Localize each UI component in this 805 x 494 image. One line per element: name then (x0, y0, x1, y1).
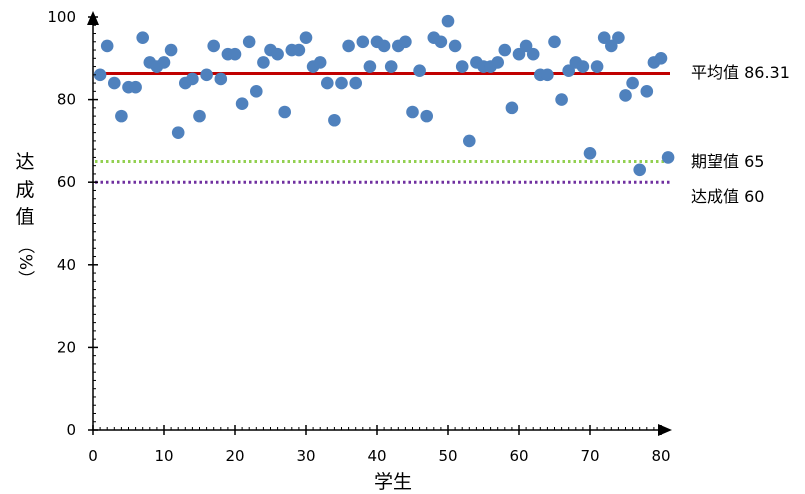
data-point (242, 35, 256, 49)
data-point (136, 31, 149, 44)
data-point (193, 109, 206, 123)
data-point (633, 163, 646, 177)
x-axis-arrow (658, 424, 672, 436)
data-point (619, 89, 632, 102)
data-point (541, 68, 554, 82)
y-tick-label: 20 (57, 338, 76, 356)
x-tick-label: 0 (88, 447, 98, 465)
data-point (576, 60, 590, 73)
y-axis-title-char: （%） (15, 237, 35, 287)
data-point (434, 35, 448, 49)
data-point (626, 76, 639, 90)
x-axis-title: 学生 (374, 471, 412, 493)
data-point (420, 109, 434, 123)
data-point (640, 85, 654, 98)
data-point (605, 39, 618, 53)
x-tick-label: 70 (580, 447, 599, 465)
axes (87, 11, 672, 436)
data-point (115, 109, 128, 123)
y-tick-label: 100 (47, 8, 76, 26)
data-point (100, 39, 114, 53)
data-point (186, 72, 199, 86)
y-axis-title: 达成值 （%） (15, 151, 35, 287)
x-tick-label: 60 (509, 447, 528, 465)
data-point (257, 56, 270, 69)
reference-line-labels: 平均值 86.31 期望值 65 达成值 60 (691, 63, 790, 206)
data-point (384, 60, 398, 73)
data-point (214, 72, 228, 86)
data-point (313, 56, 327, 69)
data-point (342, 39, 355, 53)
data-point (292, 43, 306, 57)
data-point (349, 76, 363, 90)
data-point (519, 39, 533, 53)
data-point (108, 76, 121, 90)
data-point (512, 47, 526, 61)
tick-labels: 0 20 40 60 80 100 0 10 20 30 40 50 60 70 80 (47, 8, 670, 465)
data-point (491, 56, 505, 69)
data-point (455, 60, 469, 73)
y-tick-label: 80 (57, 91, 76, 109)
data-point (157, 56, 171, 69)
data-point (235, 97, 249, 111)
y-axis-title-char: 成 (15, 179, 34, 201)
data-point (399, 35, 412, 49)
reference-line-label: 达成值 60 (691, 187, 764, 206)
data-point (448, 39, 462, 53)
data-point (335, 76, 348, 90)
data-point (413, 64, 426, 77)
data-point (129, 80, 142, 94)
x-tick-label: 80 (651, 447, 670, 465)
data-point (463, 134, 476, 148)
reference-line-label: 期望值 65 (691, 152, 764, 171)
data-point (278, 105, 292, 119)
x-tick-label: 50 (438, 447, 457, 465)
data-point (612, 31, 625, 44)
x-tick-label: 30 (296, 447, 315, 465)
data-point (654, 52, 668, 65)
data-point (555, 93, 568, 106)
data-point (321, 76, 334, 90)
data-point (441, 14, 455, 28)
data-point (406, 105, 419, 119)
data-point (590, 60, 604, 73)
data-point (548, 35, 561, 49)
data-point (93, 68, 107, 82)
data-point (363, 60, 377, 73)
data-point (661, 151, 675, 164)
y-axis-title-char: 值 (15, 206, 34, 228)
y-tick-label: 60 (57, 173, 76, 191)
x-tick-label: 10 (154, 447, 173, 465)
y-axis-title-char: 达 (15, 151, 34, 173)
data-point (228, 47, 242, 61)
data-points (93, 14, 675, 177)
data-point (498, 43, 512, 57)
data-point (597, 31, 611, 44)
y-tick-label: 0 (66, 421, 76, 439)
y-axis-arrow (87, 11, 99, 25)
data-point (505, 101, 519, 115)
x-tick-label: 40 (367, 447, 386, 465)
data-point (377, 39, 391, 53)
x-tick-label: 20 (225, 447, 244, 465)
data-point (271, 47, 284, 61)
data-point (583, 146, 597, 160)
data-point (526, 47, 540, 61)
data-point (207, 39, 220, 53)
data-point (299, 31, 313, 44)
data-point (249, 85, 263, 98)
y-tick-label: 40 (57, 256, 76, 274)
data-point (562, 64, 575, 77)
data-point (164, 43, 178, 57)
data-point (356, 35, 370, 49)
reference-line-label: 平均值 86.31 (691, 63, 790, 82)
data-point (328, 113, 341, 127)
data-point (171, 126, 185, 139)
data-point (200, 68, 213, 82)
